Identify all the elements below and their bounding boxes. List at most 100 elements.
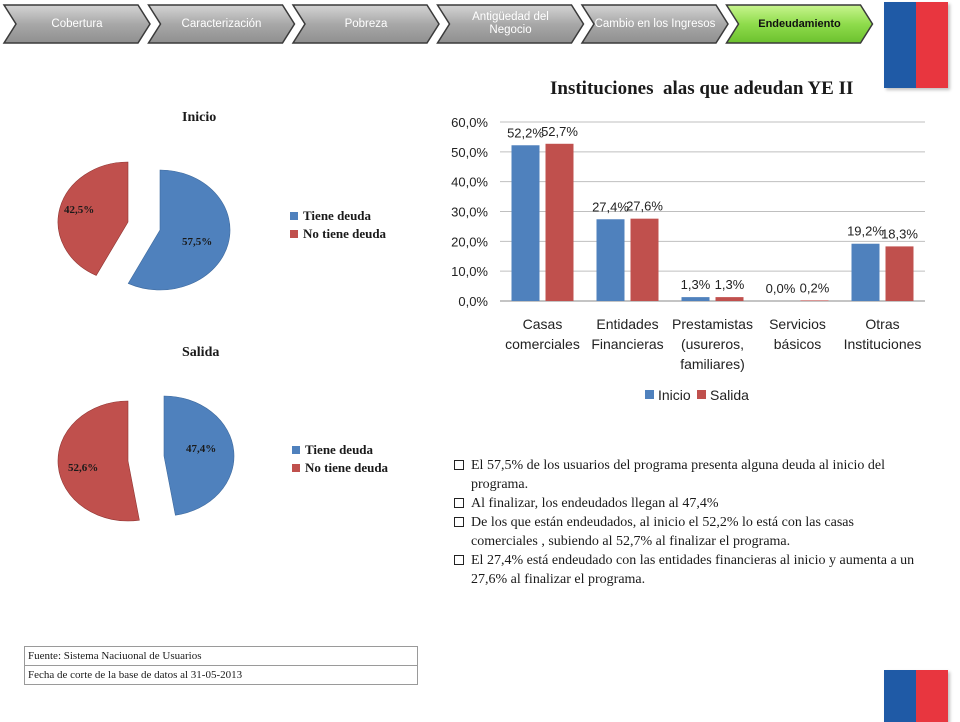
bar-data-label: 19,2% [847,224,884,239]
pie-inicio-label-tiene-deuda: 57,5% [182,236,213,248]
source-table: Fuente: Sistema Naciuonal de Usuarios Fe… [24,646,418,685]
legend-series-label: Inicio [658,387,691,403]
y-tick-label: 60,0% [451,115,488,130]
nav-step-shape [580,4,729,44]
checkbox-bullet-icon [454,460,464,470]
y-tick-label: 0,0% [458,294,488,309]
source-row: Fecha de corte de la base de datos al 31… [24,665,418,685]
bar-inicio-2 [596,219,625,301]
x-category-label: Entidades [596,316,658,332]
bar-data-label: 1,3% [681,277,711,292]
bullet-text: El 27,4% está endeudado con las entidade… [471,553,915,587]
source-row: Fuente: Sistema Naciuonal de Usuarios [24,646,418,666]
pie-inicio-title: Inicio [182,110,217,125]
bar-data-label: 18,3% [881,226,918,241]
y-tick-label: 40,0% [451,175,488,190]
source-text: Fuente: Sistema Naciuonal de Usuarios [24,646,418,666]
legend-swatch-blue [290,212,298,220]
bullet-item: De los que están endeudados, al inicio e… [452,513,922,551]
bar-inicio-5 [851,243,880,301]
x-category-label: Prestamistas [672,316,753,332]
x-category-label: básicos [774,336,821,352]
pie-salida-label-no-tiene-deuda: 52,6% [68,462,99,474]
y-tick-label: 30,0% [451,205,488,220]
bar-data-label: 27,6% [626,199,663,214]
nav-step-shape [147,4,296,44]
bar-inicio-3 [681,297,710,301]
legend-series-label: Salida [710,387,749,403]
legend-swatch [645,390,654,399]
nav-step-2[interactable]: Caracterización [181,17,262,30]
bar-data-label: 52,7% [541,124,578,139]
nav-step-1[interactable]: Cobertura [51,17,103,30]
pie-salida-legend: Tiene deuda No tiene deuda [292,441,388,477]
bar-salida-1 [545,143,574,301]
pie-inicio-slice-tiene-deuda [127,169,231,291]
x-category-label: comerciales [505,336,580,352]
bar-data-label: 0,0% [766,281,796,296]
legend-label: No tiene deuda [305,460,389,475]
nav-step-shape [436,4,585,44]
pie-inicio-label-no-tiene-deuda: 42,5% [64,204,95,216]
checkbox-bullet-icon [454,498,464,508]
flag-bottom-right [884,670,948,722]
nav-step-shape [2,4,151,44]
nav-step-4[interactable]: Antigüedad del Negocio [472,11,549,36]
legend-label: Tiene deuda [303,208,372,223]
y-tick-label: 10,0% [451,264,488,279]
summary-bullets: El 57,5% de los usuarios del programa pr… [452,456,922,589]
bullet-text: El 57,5% de los usuarios del programa pr… [471,458,886,492]
pie-salida-chart [57,395,235,522]
bullet-item: Al finalizar, los endeudados llegan al 4… [452,494,922,513]
x-category-label: familiares) [680,356,745,372]
bar-salida-2 [630,218,659,301]
nav-step-shape [291,4,440,44]
checkbox-bullet-icon [454,517,464,527]
cutoff-date-text: Fecha de corte de la base de datos al 31… [24,665,418,685]
bullet-text: De los que están endeudados, al inicio e… [471,515,854,549]
legend-swatch-red [290,230,298,238]
nav-step-6[interactable]: Endeudamiento [758,17,841,30]
bar-chart: 0,0% 10,0% 20,0% 30,0% 40,0% 50,0% 60,0% 52,2%5… [451,115,925,403]
pie-inicio-chart [57,161,231,291]
x-category-label: Otras [865,316,899,332]
bullet-item: El 27,4% está endeudado con las entidade… [452,551,922,589]
pie-salida-label-tiene-deuda: 47,4% [186,443,217,455]
bar-data-label: 52,2% [507,125,544,140]
nav-step-5[interactable]: Cambio en los Ingresos [594,17,716,30]
pie-salida-slice-tiene-deuda [163,395,235,516]
nav-step-3[interactable]: Pobreza [344,17,388,30]
legend-label: No tiene deuda [303,226,387,241]
bar-salida-5 [885,246,914,301]
flag-top-right [884,2,948,88]
x-category-label: Financieras [591,336,663,352]
legend-swatch-blue [292,446,300,454]
pie-salida-slice-no-tiene-deuda [57,400,140,522]
x-category-label: (usureros, [681,336,744,352]
bullet-item: El 57,5% de los usuarios del programa pr… [452,456,922,494]
process-nav-shapes [2,4,874,44]
pie-inicio-legend: Tiene deuda No tiene deuda [290,207,386,243]
bar-salida-4 [800,300,829,301]
bar-inicio-1 [511,145,540,301]
legend-item-no-tiene-deuda: No tiene deuda [292,459,388,477]
legend-swatch-red [292,464,300,472]
x-category-label: Instituciones [844,336,922,352]
legend-item-no-tiene-deuda: No tiene deuda [290,225,386,243]
bar-chart-title: Instituciones alas que adeudan YE II [550,78,854,99]
pie-salida-title: Salida [182,345,220,360]
x-category-label: Casas [523,316,563,332]
bar-data-label: 1,3% [715,277,745,292]
checkbox-bullet-icon [454,555,464,565]
x-category-label: Servicios [769,316,826,332]
bar-data-label: 27,4% [592,199,629,214]
nav-step-shape [725,4,874,44]
bar-data-label: 0,2% [800,280,830,295]
bullet-text: Al finalizar, los endeudados llegan al 4… [471,496,719,511]
process-nav: Cobertura Caracterización Pobreza Antigüeda… [2,4,882,44]
y-tick-label: 20,0% [451,234,488,249]
y-tick-label: 50,0% [451,145,488,160]
pie-inicio-slice-no-tiene-deuda [57,161,129,276]
legend-swatch [697,390,706,399]
legend-label: Tiene deuda [305,442,374,457]
